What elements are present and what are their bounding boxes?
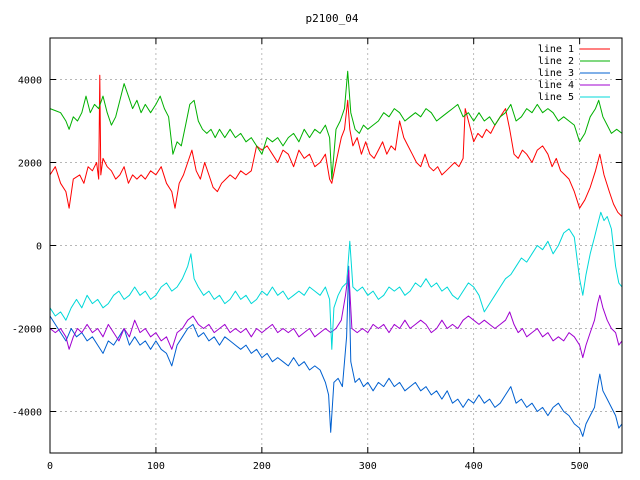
x-tick-label: 0 (47, 461, 53, 472)
series-line-3 (49, 265, 623, 437)
series-line-2 (49, 70, 623, 180)
chart-title: p2100_04 (306, 12, 359, 25)
series-lines (49, 70, 623, 437)
legend-label: line 1 (538, 44, 574, 55)
series-line-1 (49, 74, 623, 217)
x-tick-label: 300 (359, 461, 377, 472)
y-tick-label: 2000 (18, 159, 42, 170)
x-tick-label: 500 (571, 461, 589, 472)
y-tick-label: 0 (36, 242, 42, 253)
x-tick-label: 200 (253, 461, 271, 472)
x-tick-label: 100 (147, 461, 165, 472)
y-tick-label: -2000 (12, 325, 42, 336)
series-line-5 (49, 211, 623, 350)
x-tick-label: 400 (465, 461, 483, 472)
legend-label: line 5 (538, 92, 574, 103)
y-tick-label: 4000 (18, 76, 42, 87)
grid-lines (49, 38, 622, 453)
series-line-4 (49, 269, 623, 359)
y-tick-label: -4000 (12, 408, 42, 419)
legend-label: line 4 (538, 80, 574, 91)
legend-label: line 3 (538, 68, 574, 79)
legend-label: line 2 (538, 56, 574, 67)
axis-ticks: 0 100 200 300 400 500 -4000 -2000 0 2000 4000 (12, 38, 622, 472)
